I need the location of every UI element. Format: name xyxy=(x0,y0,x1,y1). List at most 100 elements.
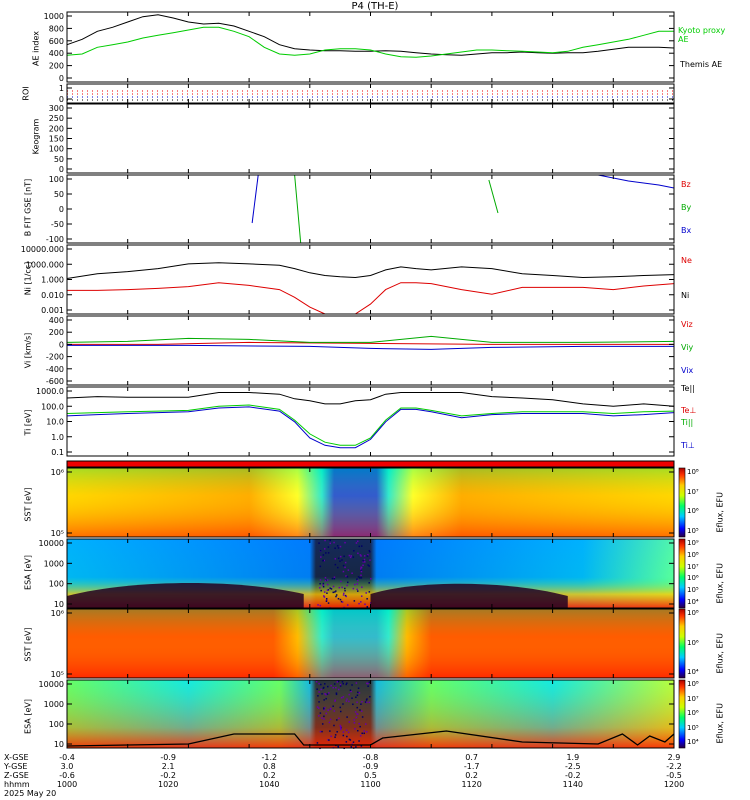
xaxis-value: -0.9 xyxy=(360,762,380,771)
speckle xyxy=(316,688,318,690)
speckle xyxy=(339,560,341,562)
speckle xyxy=(327,584,329,586)
speckle xyxy=(367,606,369,608)
colorbar-tick-label: 10⁴ xyxy=(687,598,699,606)
speckle xyxy=(351,697,353,699)
speckle xyxy=(360,703,362,705)
colorbar-tick-label: 10⁵ xyxy=(687,527,699,535)
speckle xyxy=(352,704,354,706)
speckle xyxy=(323,586,325,588)
speckle xyxy=(336,719,338,721)
xaxis-value: 1.9 xyxy=(563,753,583,762)
speckle xyxy=(369,551,371,553)
xaxis-value: 1040 xyxy=(259,780,279,789)
speckle xyxy=(369,591,371,593)
speckle xyxy=(357,580,359,582)
speckle xyxy=(342,703,344,705)
y-tick-label: -600 xyxy=(46,377,64,386)
speckle xyxy=(356,542,358,544)
y-tick-label: 150 xyxy=(49,135,64,144)
speckle xyxy=(321,717,323,719)
y-tick-label: 1.000 xyxy=(41,276,64,285)
speckle xyxy=(327,709,329,711)
series-ne xyxy=(67,283,674,314)
series-by-2 xyxy=(489,180,498,213)
speckle xyxy=(346,700,348,702)
xaxis-value: 1000 xyxy=(57,780,77,789)
speckle xyxy=(321,693,323,695)
y-tick-label: 1000 xyxy=(44,559,64,568)
speckle xyxy=(326,600,328,602)
y-tick-label: 0 xyxy=(59,340,64,349)
speckle xyxy=(345,562,347,564)
speckle xyxy=(348,701,350,703)
speckle xyxy=(359,726,361,728)
xaxis-value: -0.6 xyxy=(57,771,77,780)
speckle xyxy=(320,556,322,558)
y-tick-label: 250 xyxy=(49,114,64,123)
speckle xyxy=(340,729,342,731)
speckle xyxy=(318,542,320,544)
speckle xyxy=(335,590,337,592)
speckle xyxy=(319,587,321,589)
xaxis-value: 2.1 xyxy=(158,762,178,771)
legend-kyoto: Kyoto proxy AE xyxy=(678,26,738,44)
speckle xyxy=(351,684,353,686)
y-tick-label: 10000 xyxy=(39,539,64,548)
speckle xyxy=(337,545,339,547)
y-tick-label: 1000 xyxy=(44,700,64,709)
speckle xyxy=(344,588,346,590)
speckle xyxy=(324,683,326,685)
speckle xyxy=(323,718,325,720)
xaxis-value: 3.0 xyxy=(57,762,77,771)
speckle xyxy=(361,586,363,588)
speckle xyxy=(346,730,348,732)
y-tick-label: 100 xyxy=(49,720,64,729)
y-tick-label: 600 xyxy=(49,37,64,46)
speckle xyxy=(346,585,348,587)
speckle xyxy=(338,558,340,560)
ylabel-density: Ni [1/cc] xyxy=(24,239,33,319)
speckle xyxy=(335,564,337,566)
speckle xyxy=(324,693,326,695)
speckle xyxy=(334,683,336,685)
speckle xyxy=(357,583,359,585)
speckle xyxy=(356,682,358,684)
panel-frame-vi xyxy=(67,316,674,385)
speckle xyxy=(330,719,332,721)
speckle xyxy=(351,573,353,575)
series-vix xyxy=(67,345,674,349)
series-viy xyxy=(67,336,674,342)
speckle xyxy=(326,592,328,594)
speckle xyxy=(366,698,368,700)
y-tick-label: 0 xyxy=(59,205,64,214)
speckle xyxy=(317,604,319,606)
speckle xyxy=(363,730,365,732)
speckle xyxy=(333,586,335,588)
colorbar-tick-label: 10⁴ xyxy=(687,738,699,746)
speckle xyxy=(330,708,332,710)
y-tick-label: 50 xyxy=(54,190,64,199)
speckle xyxy=(323,554,325,556)
speckle xyxy=(354,722,356,724)
speckle xyxy=(333,725,335,727)
xaxis-column: -0.9 2.1 -0.2 1020 xyxy=(158,753,178,789)
speckle xyxy=(340,707,342,709)
y-tick-label: 0 xyxy=(59,74,64,83)
speckle xyxy=(354,584,356,586)
ylabel-bfield: B FIT GSE [nT] xyxy=(24,168,33,248)
y-tick-label: 10⁶ xyxy=(51,609,64,618)
ylabel-esa-i: ESA [eV] xyxy=(24,677,33,757)
xaxis-column: 1.9 -2.5 -0.2 1140 xyxy=(563,753,583,789)
speckle xyxy=(325,698,327,700)
speckle xyxy=(356,702,358,704)
y-tick-label: -200 xyxy=(46,353,64,362)
speckle xyxy=(340,711,342,713)
speckle xyxy=(318,715,320,717)
speckle xyxy=(353,588,355,590)
speckle xyxy=(323,716,325,718)
colorbar-unit-label: Eflux, EFU xyxy=(716,472,725,532)
ylabel-keogram: Keogram xyxy=(32,97,41,177)
speckle xyxy=(320,689,322,691)
colorbar-esae xyxy=(679,539,685,608)
